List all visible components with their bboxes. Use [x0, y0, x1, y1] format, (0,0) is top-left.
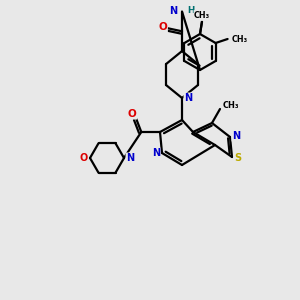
Text: N: N [232, 131, 240, 141]
Text: CH₃: CH₃ [195, 11, 211, 20]
Text: N: N [126, 153, 134, 163]
Text: CH₃: CH₃ [194, 11, 210, 20]
Text: O: O [159, 22, 167, 32]
Text: S: S [234, 153, 241, 163]
Text: N: N [169, 5, 177, 16]
Text: CH₃: CH₃ [232, 34, 248, 43]
Text: CH₃: CH₃ [223, 100, 239, 109]
Text: O: O [128, 109, 137, 119]
Text: O: O [80, 153, 88, 163]
Text: H: H [187, 6, 194, 15]
Text: N: N [152, 148, 160, 158]
Text: N: N [184, 93, 192, 103]
